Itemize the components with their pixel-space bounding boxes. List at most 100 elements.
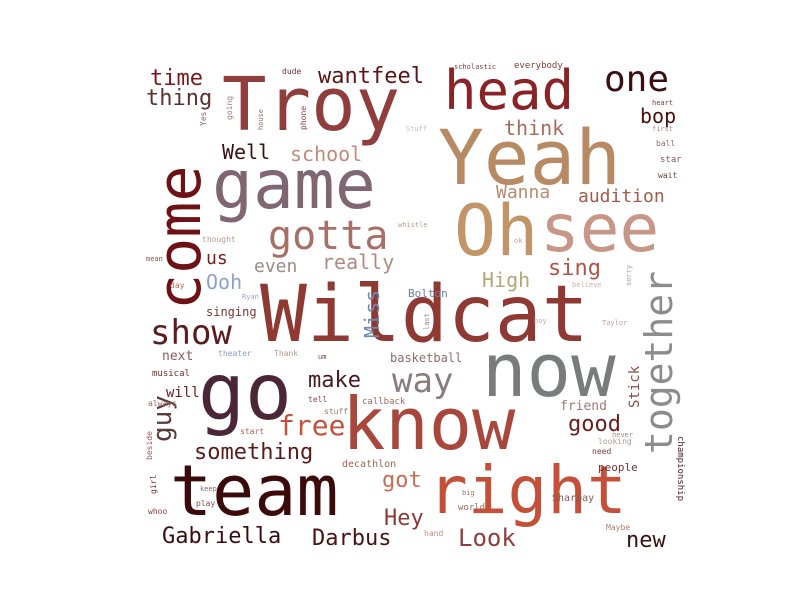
word-time: time [150,66,203,91]
word-way: way [392,361,454,401]
word-gabriella: Gabriella [162,524,282,549]
word-phone: phone [299,105,308,130]
word-mean: mean [146,255,163,263]
word-wantfeel: wantfeel [318,64,424,89]
word-game: game [212,146,376,225]
word-whoo: whoo [148,507,168,516]
word-stuff: stuff [324,407,349,416]
word-ok: ok [514,237,523,245]
word-yeah: Yeah [438,113,622,202]
word-wildcat: Wildcat [260,270,589,360]
word-scholastic: scholastic [454,63,497,71]
word-decathlon: decathlon [342,459,397,470]
word-first: first [652,125,674,133]
word-make: make [308,368,361,393]
word-callback: callback [362,397,406,407]
word-high: High [482,268,531,292]
word-free: free [278,409,346,442]
word-sorry: sorry [625,264,633,286]
word-head: head [444,59,575,122]
word-ball: ball [656,139,676,148]
word-even: even [254,256,298,277]
word-taylor: Taylor [602,319,628,327]
word-sharpay: Sharpay [552,493,595,504]
word-people: people [598,461,638,474]
word-play: play [196,499,216,508]
word-one: one [604,59,670,100]
word-wait: wait [658,171,678,180]
word-show: show [150,313,232,353]
word-musical: musical [152,369,190,379]
word-ryan: Ryan [242,293,259,301]
word-stuff-2: Stuff [406,125,428,133]
word-look: Look [458,524,516,552]
word-maybe: Maybe [606,523,631,532]
word-sing: sing [548,256,601,281]
word-theater: theater [218,349,252,358]
word-championship: championship [675,436,685,502]
word-darbus: Darbus [312,526,392,551]
word-will: will [166,385,200,401]
word-looking: looking [598,437,632,446]
word-right: right [428,452,627,529]
word-well: Well [222,140,271,164]
word-wanna: Wanna [496,182,551,203]
word-hand: hand [424,529,444,538]
word-singing: singing [206,305,257,319]
word-everybody: everybody [514,61,563,71]
word-um: um [318,353,327,361]
word-thank: Thank [274,349,299,358]
word-start: start [240,427,265,436]
word-oh: Oh [454,190,539,272]
word-troy: Troy [222,62,401,148]
word-day: day [170,281,185,290]
word-last: last [423,313,431,330]
word-see: see [540,190,660,267]
word-school: school [290,142,363,166]
word-always: always [148,399,177,408]
word-girl: girl [149,474,158,494]
word-tell: tell [308,395,328,404]
word-whistle: whistle [398,221,428,229]
word-believe: believe [572,281,602,289]
word-bolton: Bolton [408,287,448,300]
word-need: need [592,447,612,456]
word-together: together [637,270,681,454]
word-new: new [626,528,666,553]
word-hey: Hey [384,506,424,531]
word-dude: dude [282,67,302,76]
word-friend: friend [560,399,607,414]
word-big: big [462,489,475,497]
word-next: next [162,349,194,364]
word-heart: heart [652,99,674,107]
word-stick: Stick [627,365,643,408]
word-beside: beside [145,431,154,460]
word-now: now [482,328,616,414]
word-thought: thought [202,235,236,244]
word-yes: Yes [199,111,208,126]
word-really: really [322,250,395,274]
word-something: something [194,440,314,465]
word-audition: audition [578,186,665,207]
word-gotta: gotta [268,213,389,259]
word-bop: bop [640,104,677,128]
word-miss: Miss [360,289,384,338]
word-boy: boy [534,317,547,325]
word-know: know [342,382,516,466]
word-world: world [458,503,486,513]
word-thing: thing [146,86,213,111]
word-star: star [660,155,682,165]
word-us: us [206,248,228,269]
word-go: go [198,348,292,438]
word-think: think [504,116,565,140]
word-team: team [170,450,339,532]
word-good: good [568,412,621,437]
word-keep: keep [200,485,217,493]
word-never: never [612,431,634,439]
word-going: going [225,95,234,120]
word-ooh: Ooh [206,270,243,294]
word-got: got [382,468,422,493]
word-house: house [257,108,265,130]
word-basketball: basketball [390,351,463,365]
